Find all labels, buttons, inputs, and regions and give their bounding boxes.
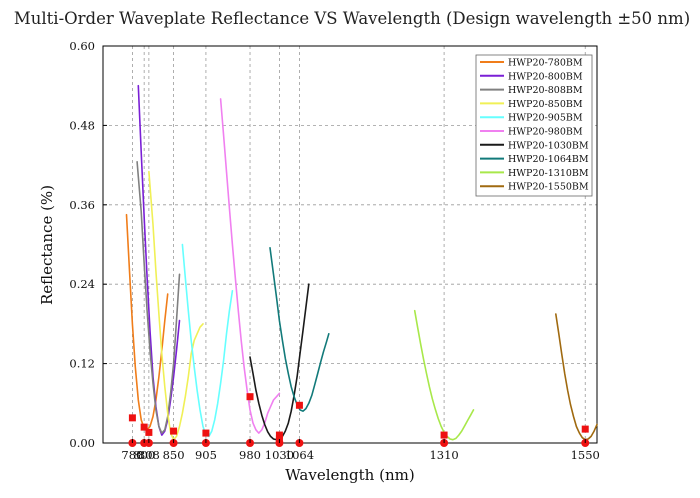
x-tick-label-4: 905 [195, 448, 217, 462]
x-axis-title: Wavelength (nm) [285, 466, 414, 484]
chart-title: Multi-Order Waveplate Reflectance VS Wav… [14, 9, 690, 28]
marker-layer [128, 393, 590, 447]
legend-label-0: HWP20-780BM [508, 58, 583, 69]
design-marker-8 [295, 401, 303, 409]
series-line-hwp20-1550bm [554, 313, 598, 441]
design-marker-3 [170, 427, 178, 435]
series-line-hwp20-1030bm [249, 283, 310, 441]
x-tick-label-3: 850 [163, 448, 185, 462]
legend: HWP20-780BM HWP20-800BM HWP20-808BM HWP20-8… [475, 54, 593, 197]
series-line-hwp20-980bm [219, 98, 281, 434]
y-tick-label-2: 0.24 [69, 277, 95, 291]
design-marker-0 [128, 414, 136, 422]
y-tick-label-3: 0.36 [69, 198, 95, 212]
legend-label-7: HWP20-1064BM [508, 154, 589, 165]
design-marker-10 [581, 425, 589, 433]
plot-frame [102, 45, 598, 444]
x-tick-label-5: 980 [239, 448, 261, 462]
design-marker-4 [202, 429, 210, 437]
legend-label-3: HWP20-850BM [508, 99, 583, 110]
y-axis-ticks: 0.00 0.12 0.24 0.36 0.48 0.60 [69, 39, 107, 450]
series-layer [125, 84, 598, 441]
legend-label-9: HWP20-1550BM [508, 182, 589, 193]
design-marker-9 [440, 431, 448, 439]
series-line-hwp20-850bm [148, 170, 204, 441]
legend-label-4: HWP20-905BM [508, 113, 583, 124]
y-axis-title: Reflectance (%) [38, 185, 56, 305]
y-tick-label-1: 0.12 [69, 357, 95, 371]
series-line-hwp20-1064bm [269, 247, 330, 413]
x-tick-label-7: 1064 [285, 448, 314, 462]
x-tick-label-8: 1310 [429, 448, 458, 462]
legend-label-5: HWP20-980BM [508, 127, 583, 138]
legend-label-1: HWP20-800BM [508, 71, 583, 82]
x-tick-label-0: 780 [121, 448, 143, 462]
y-tick-label-5: 0.60 [69, 39, 95, 53]
x-tick-label-9: 1550 [571, 448, 600, 462]
series-line-hwp20-808bm [136, 161, 181, 434]
y-tick-label-4: 0.48 [69, 118, 95, 132]
grid-lines [103, 46, 597, 443]
x-tick-label-6: 1030 [265, 448, 294, 462]
design-marker-6 [275, 431, 283, 439]
design-marker-2 [145, 428, 153, 436]
legend-label-6: HWP20-1030BM [508, 140, 589, 151]
design-marker-5 [246, 393, 254, 401]
x-tick-label-2: 808 [138, 448, 160, 462]
legend-label-8: HWP20-1310BM [508, 168, 589, 179]
series-line-hwp20-905bm [181, 243, 234, 438]
y-tick-label-0: 0.00 [69, 436, 95, 450]
legend-label-2: HWP20-808BM [508, 85, 583, 96]
design-marker-1 [140, 423, 148, 431]
x-tick-label-1: 800 [133, 448, 155, 462]
